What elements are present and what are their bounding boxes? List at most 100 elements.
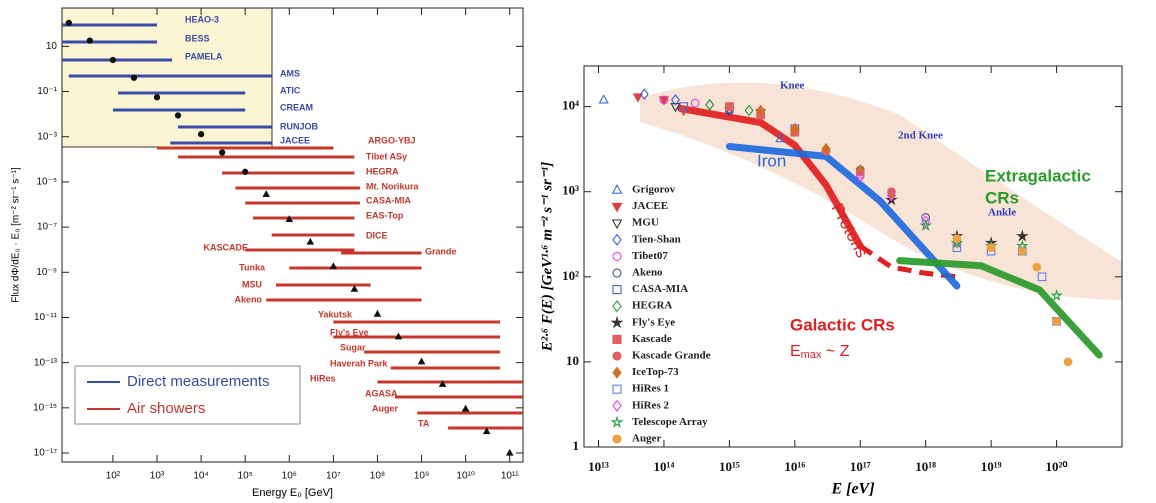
experiment-label: HiRes: [310, 373, 336, 383]
legend-marker: [612, 300, 622, 313]
annotation: Knee: [780, 80, 805, 92]
experiment-label: Grande: [425, 246, 457, 256]
x-tick-label: 10⁶: [282, 471, 297, 482]
model-curve: [677, 104, 864, 250]
x-tick-label: 10¹¹: [501, 471, 519, 482]
y-tick-label: 10⁻¹³: [34, 357, 58, 368]
marker: [855, 170, 865, 183]
marker: [242, 168, 249, 175]
model-curve: [725, 142, 961, 290]
model-curve-extension: [858, 243, 958, 280]
y-tick-label: 10⁻⁹: [36, 267, 57, 278]
curve-label: Iron: [757, 151, 786, 170]
x-tick-label: 10⁷: [326, 471, 341, 482]
marker: [986, 243, 996, 253]
marker: [285, 215, 294, 222]
experiment-label: DICE: [366, 230, 388, 240]
note-part: ~ Z: [821, 343, 849, 360]
annotation: 2nd Knee: [898, 130, 943, 142]
marker: [262, 190, 271, 198]
marker: [1037, 272, 1047, 282]
marker: [952, 234, 962, 244]
y-tick-label: 10⁻¹⁷: [34, 448, 58, 459]
legend-label: MGU: [632, 217, 659, 229]
legend-marker: [612, 233, 622, 246]
x-tick-label: 10¹⁹: [981, 459, 1002, 474]
legend-label: JACEE: [632, 200, 668, 212]
x-tick-label: 10²⁰: [1046, 459, 1069, 474]
marker: [153, 94, 161, 101]
experiment-label: ARGO-YBJ: [368, 135, 416, 145]
y-tick-label: 10⁻⁵: [36, 177, 57, 188]
x-tick-label: 10¹³: [588, 459, 609, 474]
marker: [921, 215, 931, 228]
annotation-note: Emax ~ Z: [790, 343, 850, 361]
experiment-label: JACEE: [280, 135, 310, 145]
y-axis-label: Flux dΦ/dE₀ · E₀ [m⁻² sr⁻¹ s⁻¹]: [11, 167, 22, 303]
experiment-label: PAMELA: [185, 51, 223, 61]
legend-label: Kascade Grande: [632, 350, 711, 362]
marker: [632, 93, 644, 103]
marker: [1017, 246, 1027, 256]
marker: [690, 98, 700, 108]
experiment-label: Tunka: [239, 262, 266, 272]
legend-label: CASA-MIA: [632, 283, 688, 295]
experiment-label: CREAM: [280, 102, 313, 112]
experiment-label: TA: [418, 418, 430, 428]
experiment-label: HEAO-3: [185, 14, 219, 24]
legend-box: [74, 365, 301, 425]
y-tick-label: 10: [566, 353, 579, 368]
experiment-label: CASA-MIA: [366, 195, 411, 205]
marker: [350, 284, 359, 292]
marker: [1063, 357, 1073, 367]
marker: [1016, 229, 1029, 242]
marker: [394, 332, 403, 340]
y-tick-label: 10⁻¹⁵: [33, 402, 57, 413]
x-tick-label: 10⁸: [370, 471, 385, 482]
legend-marker: [611, 219, 623, 230]
experiment-label: Yakutsk: [318, 309, 353, 319]
marker: [705, 98, 715, 111]
x-axis-label: Energy E₀ [GeV]: [252, 487, 333, 499]
marker: [306, 237, 315, 245]
marker: [756, 104, 766, 117]
marker: [821, 142, 831, 155]
experiment-label: Fly's Eye: [330, 327, 369, 337]
marker: [679, 102, 689, 111]
legend-marker: [612, 384, 622, 394]
legend-marker: [612, 334, 622, 344]
legend-label: HEGRA: [632, 300, 672, 312]
legend-label: Grigorov: [632, 184, 676, 196]
x-tick-label: 10¹⁰: [456, 471, 474, 482]
marker: [598, 94, 609, 104]
experiment-label: KASCADE: [203, 242, 248, 252]
marker: [417, 357, 426, 365]
marker: [218, 149, 226, 156]
y-tick-label: 1: [573, 438, 580, 453]
marker: [639, 88, 649, 101]
note-part: max: [801, 349, 822, 361]
marker: [725, 102, 734, 111]
marker: [505, 448, 514, 456]
y-tick-label: 10⁴: [562, 98, 579, 113]
legend-marker: [612, 268, 622, 278]
marker: [329, 262, 338, 270]
legend-label: Auger: [632, 433, 661, 445]
experiment-label: AMS: [280, 68, 300, 78]
y-tick-label: 10⁻⁷: [37, 222, 57, 233]
legend-label: Akeno: [632, 267, 663, 279]
x-tick-label: 10³: [150, 471, 165, 482]
y-tick-label: 10⁻¹¹: [34, 312, 58, 323]
marker: [174, 112, 182, 119]
experiment-label: Mt. Norikura: [366, 181, 420, 191]
legend-marker: [610, 415, 624, 429]
experiment-label: MSU: [242, 279, 262, 289]
y-axis-label: E²·⁶ F(E) [GeV¹·⁶ m⁻² s⁻¹ sr⁻¹]: [539, 162, 555, 353]
experiment-label: RUNJOB: [280, 121, 319, 131]
experiment-label: Tibet ASγ: [366, 151, 407, 161]
legend-marker: [612, 399, 622, 412]
legend-label: Telescope Array: [632, 416, 708, 428]
experiment-label: Sugar: [340, 342, 366, 352]
annotation: Ankle: [988, 207, 1016, 219]
